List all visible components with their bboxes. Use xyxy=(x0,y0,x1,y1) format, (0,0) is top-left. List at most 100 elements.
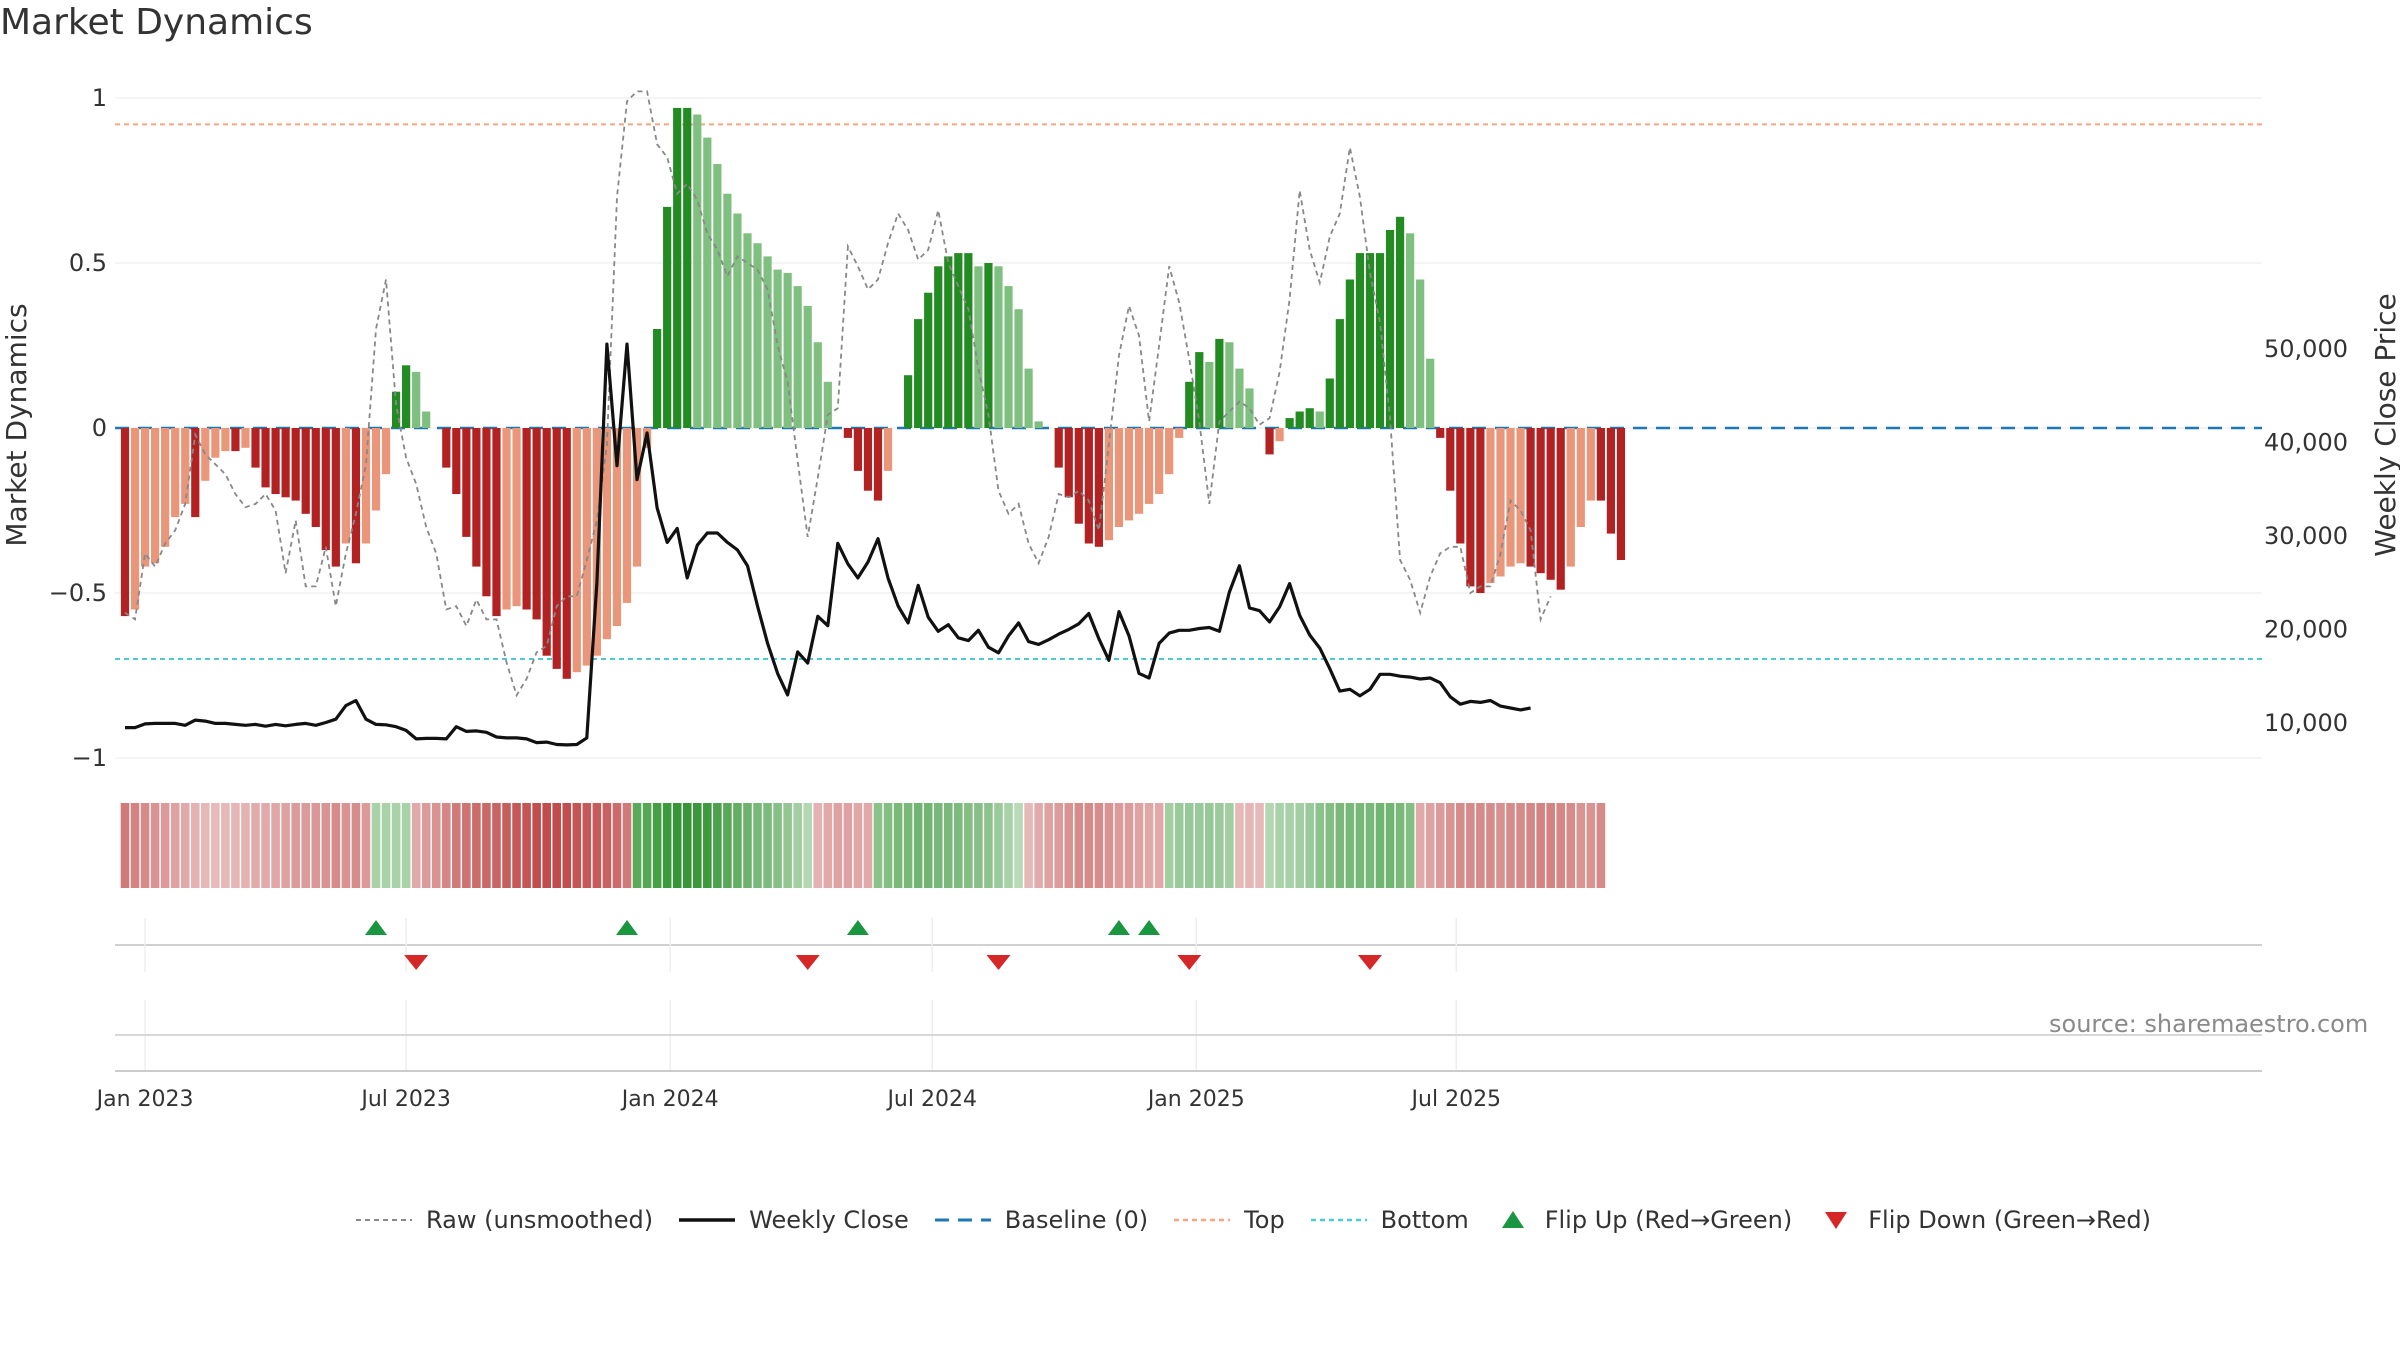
bar-140 xyxy=(1526,428,1535,567)
legend-raw-swatch xyxy=(356,1219,412,1221)
strip-cell-30 xyxy=(421,803,431,888)
strip-cell-139 xyxy=(1516,803,1525,888)
strip-cell-96 xyxy=(1084,803,1094,888)
strip-cell-3 xyxy=(150,803,160,888)
flip-up-marker-0 xyxy=(365,920,387,935)
bar-48 xyxy=(602,428,612,640)
bar-109 xyxy=(1215,338,1224,428)
strip-cell-145 xyxy=(1576,803,1586,888)
strip-cell-120 xyxy=(1325,803,1335,888)
bar-115 xyxy=(1275,428,1284,442)
strip-cell-78 xyxy=(903,803,913,888)
bar-63 xyxy=(753,243,762,428)
bar-123 xyxy=(1355,253,1365,428)
bar-14 xyxy=(261,428,270,488)
bar-90 xyxy=(1024,368,1033,428)
strip-cell-47 xyxy=(592,803,602,888)
bar-86 xyxy=(984,263,993,428)
strip-cell-50 xyxy=(622,803,632,888)
bar-104 xyxy=(1165,428,1174,475)
strip-cell-20 xyxy=(321,803,331,888)
strip-cell-112 xyxy=(1245,803,1254,888)
strip-cell-99 xyxy=(1114,803,1124,888)
strip-cell-26 xyxy=(381,803,391,888)
strip-cell-37 xyxy=(492,803,501,888)
strip-cell-4 xyxy=(160,803,170,888)
flip-down-marker-4 xyxy=(1357,955,1382,970)
bar-24 xyxy=(361,428,371,544)
strip-cell-133 xyxy=(1456,803,1465,888)
bar-119 xyxy=(1315,411,1324,428)
strip-cell-131 xyxy=(1435,803,1445,888)
strip-cell-67 xyxy=(793,803,802,888)
bar-56 xyxy=(683,107,692,429)
bar-133 xyxy=(1456,428,1465,544)
bar-129 xyxy=(1416,279,1425,428)
strip-cell-32 xyxy=(441,803,451,888)
strip-cell-60 xyxy=(723,803,732,888)
legend: Raw (unsmoothed) Weekly Close Baseline (… xyxy=(354,1200,2175,1240)
x-tick-label-1: Jul 2023 xyxy=(359,1087,451,1112)
bar-28 xyxy=(402,365,411,428)
bar-102 xyxy=(1144,428,1154,504)
strip-cell-7 xyxy=(190,803,200,888)
flip-up-marker-3 xyxy=(1107,920,1130,935)
strip-cell-113 xyxy=(1255,803,1264,888)
bar-53 xyxy=(653,329,662,428)
strip-cell-71 xyxy=(833,803,843,888)
legend-label-raw: Raw (unsmoothed) xyxy=(426,1206,654,1234)
right-tick-label-4: 10,000 xyxy=(2264,709,2348,737)
bar-148 xyxy=(1606,428,1616,534)
bar-84 xyxy=(964,253,973,428)
flip-down-marker-3 xyxy=(1177,955,1202,970)
bar-26 xyxy=(381,428,391,475)
bar-0 xyxy=(120,428,130,617)
bar-74 xyxy=(863,428,873,491)
bar-137 xyxy=(1496,428,1505,577)
bar-111 xyxy=(1235,368,1244,428)
bar-1 xyxy=(130,428,140,610)
bar-49 xyxy=(612,428,622,626)
bar-82 xyxy=(944,256,953,428)
strip-cell-94 xyxy=(1064,803,1074,888)
bar-58 xyxy=(703,137,712,428)
strip-cell-43 xyxy=(552,803,562,888)
strip-cell-115 xyxy=(1275,803,1284,888)
bar-131 xyxy=(1436,428,1445,438)
raw-series xyxy=(124,90,1552,698)
bar-5 xyxy=(171,428,180,518)
bar-128 xyxy=(1406,233,1415,428)
bar-98 xyxy=(1104,428,1114,541)
strip-cell-134 xyxy=(1466,803,1475,888)
strip-cell-92 xyxy=(1044,803,1053,888)
strip-cell-93 xyxy=(1054,803,1064,888)
strip-cell-2 xyxy=(140,803,150,888)
left-tick-label-2: 0 xyxy=(92,414,107,442)
strip-cell-95 xyxy=(1074,803,1084,888)
bar-6 xyxy=(181,428,190,504)
strip-cell-65 xyxy=(773,803,782,888)
bar-88 xyxy=(1004,286,1013,428)
bar-43 xyxy=(552,428,561,669)
strip-cell-12 xyxy=(241,803,250,888)
legend-bottom-swatch xyxy=(1310,1218,1367,1222)
bar-70 xyxy=(823,381,832,428)
strip-cell-82 xyxy=(943,803,953,888)
bar-41 xyxy=(532,428,541,620)
bar-94 xyxy=(1064,428,1073,498)
strip-cell-81 xyxy=(933,803,943,888)
bar-93 xyxy=(1054,428,1063,468)
bar-85 xyxy=(974,266,983,428)
right-tick-label-1: 40,000 xyxy=(2264,428,2348,456)
legend-label-top: Top xyxy=(1244,1206,1285,1234)
strip-cell-88 xyxy=(1004,803,1013,888)
strip-cell-102 xyxy=(1144,803,1154,888)
strip-cell-132 xyxy=(1445,803,1455,888)
strip-cell-74 xyxy=(863,803,873,888)
bar-139 xyxy=(1516,428,1525,564)
strip-cell-6 xyxy=(180,803,190,888)
bar-69 xyxy=(813,342,822,428)
bar-72 xyxy=(843,428,852,438)
bar-55 xyxy=(673,107,682,429)
strip-cell-138 xyxy=(1506,803,1515,888)
